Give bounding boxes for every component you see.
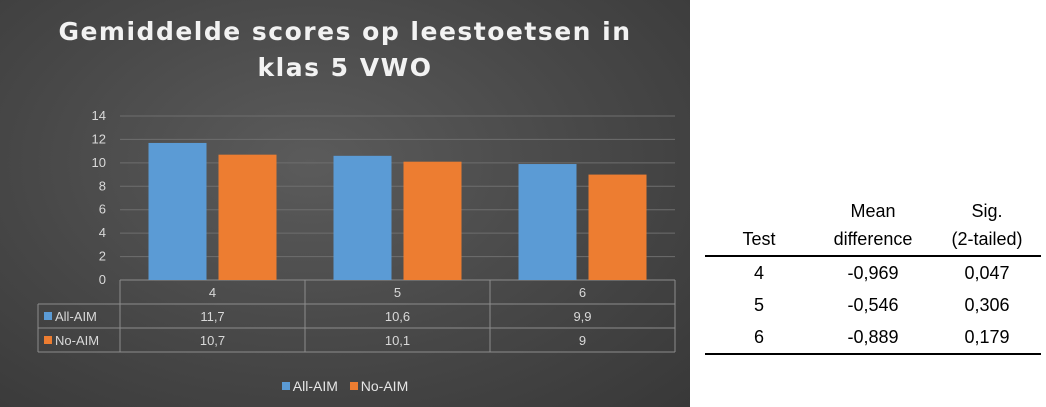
bar	[518, 164, 577, 280]
y-tick-label: 4	[99, 225, 106, 240]
table-legend-key	[44, 312, 52, 320]
bar	[218, 154, 277, 280]
cell-sig: 0,047	[964, 263, 1010, 283]
table-row: 5 -0,546 0,306	[705, 289, 1041, 321]
legend-item-no-aim: No-AIM	[349, 378, 409, 394]
x-tick-label: 6	[579, 285, 586, 300]
legend-swatch-all-aim	[281, 382, 290, 390]
y-tick-label: 2	[99, 249, 106, 264]
header-sig-line2: (2-tailed)	[951, 229, 1023, 249]
cell-sig: 0,179	[933, 321, 1041, 355]
y-tick-label: 14	[92, 108, 106, 123]
table-series-name: All-AIM	[55, 309, 97, 324]
y-tick-label: 12	[92, 131, 106, 146]
bar-chart: 0 2 4 6 8 10 12 14 4 5 6 All-AIM 11,7 10,6 9,9 No-AIM 10…	[37, 108, 676, 353]
cell-sig: 0,306	[964, 295, 1010, 315]
data-label: 11,7	[200, 309, 224, 324]
header-test: Test	[705, 195, 813, 257]
bar	[333, 155, 392, 280]
header-mean-line1: Mean	[850, 201, 896, 221]
bar	[148, 142, 207, 280]
cell-mean-difference: -0,969	[847, 263, 899, 283]
y-tick-label: 0	[99, 272, 106, 287]
header-mean-line2: difference	[833, 229, 913, 249]
chart-legend: All-AIM No-AIM	[0, 378, 690, 394]
stats-table: Test Mean difference Sig. (2-tailed) 4 -0,…	[705, 195, 1041, 355]
table-series-name: No-AIM	[55, 333, 99, 348]
y-tick-label: 8	[99, 178, 106, 193]
data-label: 10,6	[385, 309, 410, 324]
data-label: 10,7	[200, 333, 225, 348]
header-mean-difference: Mean difference	[813, 195, 933, 257]
header-sig-line1: Sig.	[971, 201, 1003, 221]
x-tick-label: 5	[394, 285, 401, 300]
y-tick-label: 10	[92, 155, 106, 170]
table-row: 6 -0,889 0,179	[705, 321, 1041, 355]
header-sig: Sig. (2-tailed)	[933, 195, 1041, 257]
cell-mean-difference: -0,889	[813, 321, 933, 355]
legend-item-all-aim: All-AIM	[281, 378, 338, 394]
data-label: 9	[579, 333, 586, 348]
bar	[588, 174, 647, 280]
data-label: 10,1	[385, 333, 410, 348]
cell-test: 6	[705, 321, 813, 355]
cell-mean-difference: -0,546	[847, 295, 899, 315]
chart-panel: Gemiddelde scores op leestoetsen in klas…	[0, 0, 690, 407]
data-label: 9,9	[573, 309, 591, 324]
legend-swatch-no-aim	[349, 382, 358, 390]
y-tick-label: 6	[99, 202, 106, 217]
legend-label-no-aim: No-AIM	[360, 378, 409, 394]
legend-label-all-aim: All-AIM	[292, 378, 338, 394]
x-tick-label: 4	[209, 285, 216, 300]
table-header-row: Test Mean difference Sig. (2-tailed)	[705, 195, 1041, 257]
cell-test: 5	[753, 295, 764, 315]
cell-test: 4	[753, 263, 764, 283]
table-legend-key	[44, 336, 52, 344]
table-row: 4 -0,969 0,047	[705, 256, 1041, 289]
chart-title: Gemiddelde scores op leestoetsen in klas…	[58, 17, 632, 82]
bar	[403, 161, 462, 280]
